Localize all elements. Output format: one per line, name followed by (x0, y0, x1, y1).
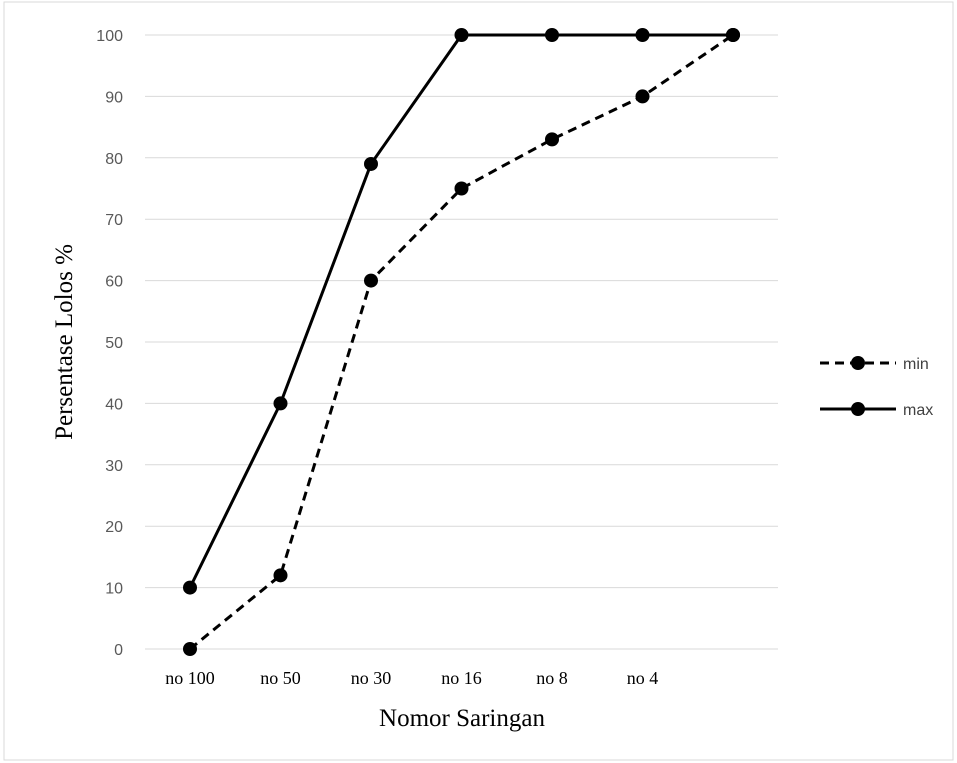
y-tick-label: 40 (105, 396, 123, 413)
y-tick-label: 90 (105, 89, 123, 106)
y-axis-title: Persentase Lolos % (51, 244, 78, 440)
legend: min max (820, 356, 933, 419)
gridlines (145, 34, 778, 650)
y-tick-label: 70 (105, 212, 123, 229)
data-point (183, 580, 197, 595)
y-tick-label: 30 (105, 458, 123, 475)
y-tick-label: 80 (105, 151, 123, 168)
legend-marker (851, 402, 865, 416)
y-tick-label: 20 (105, 519, 123, 536)
x-tick-label: no 30 (351, 668, 392, 688)
x-tick-label: no 4 (627, 668, 659, 688)
data-point (454, 28, 469, 42)
data-point (273, 568, 288, 583)
y-axis-ticks: 0 10 20 30 40 50 60 70 80 90 100 (96, 28, 123, 659)
x-tick-label: no 16 (441, 668, 482, 688)
x-axis-ticks: no 100 no 50 no 30 no 16 no 8 no 4 (165, 668, 658, 688)
x-axis-title: Nomor Saringan (379, 705, 545, 732)
chart-border (3, 1, 954, 761)
x-tick-label: no 100 (165, 668, 215, 688)
data-point (273, 396, 288, 411)
data-point (183, 642, 197, 656)
x-tick-label: no 50 (260, 668, 301, 688)
data-point (545, 132, 559, 147)
y-tick-label: 60 (105, 274, 123, 291)
y-tick-label: 100 (96, 28, 123, 45)
data-point (364, 273, 378, 288)
y-tick-label: 10 (105, 581, 123, 598)
series-max (183, 28, 740, 595)
legend-label: min (903, 356, 929, 373)
data-point (726, 28, 740, 42)
data-point (545, 28, 559, 42)
data-point (635, 28, 650, 42)
legend-marker (851, 356, 865, 370)
legend-label: max (903, 402, 933, 419)
data-point (635, 89, 650, 104)
y-tick-label: 0 (114, 642, 123, 659)
data-point (364, 156, 378, 171)
plot-series (183, 28, 740, 656)
x-tick-label: no 8 (536, 668, 568, 688)
y-tick-label: 50 (105, 335, 123, 352)
data-point (454, 181, 469, 196)
